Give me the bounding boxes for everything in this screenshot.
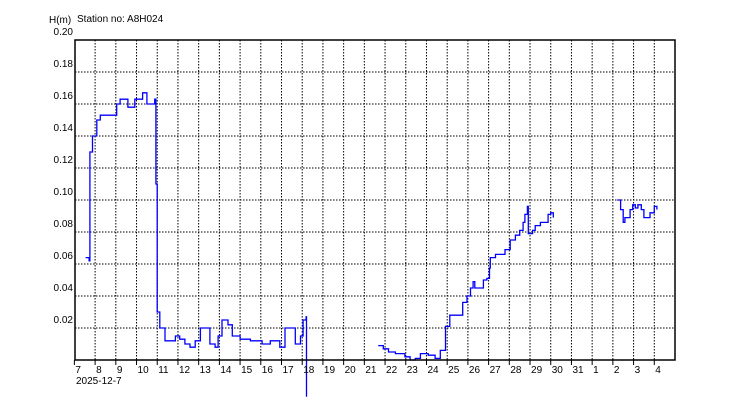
y-tick-label: 0.08 (54, 219, 74, 230)
x-tick-label: 17 (283, 365, 295, 376)
x-tick-label: 14 (220, 365, 232, 376)
x-tick-label: 7 (75, 365, 81, 376)
y-tick-label: 0.12 (54, 155, 74, 166)
x-tick-label: 31 (572, 365, 584, 376)
y-tick-label: 0.06 (54, 251, 74, 262)
grid (75, 40, 675, 360)
y-tick-label: 0.02 (54, 315, 74, 326)
x-tick-label: 28 (510, 365, 522, 376)
data-lines (85, 92, 658, 397)
x-tick-label: 25 (448, 365, 460, 376)
date-label: 2025-12-7 (76, 376, 122, 387)
x-tick-label: 13 (200, 365, 212, 376)
x-tick-label: 15 (241, 365, 253, 376)
x-tick-label: 19 (324, 365, 336, 376)
y-tick-label: 0.04 (54, 283, 74, 294)
y-tick-label: 0.16 (54, 91, 74, 102)
x-tick-label: 8 (96, 365, 102, 376)
x-tick-label: 1 (593, 365, 599, 376)
chart-title: Station no: A8H024 (77, 14, 164, 25)
x-tick-label: 11 (158, 365, 169, 376)
y-tick-label: 0.10 (54, 187, 74, 198)
x-tick-label: 16 (262, 365, 274, 376)
x-tick-label: 21 (365, 365, 377, 376)
series-line (378, 205, 554, 361)
x-tick-label: 29 (531, 365, 543, 376)
x-tick-label: 10 (138, 365, 150, 376)
x-tick-label: 2 (614, 365, 620, 376)
y-tick-label: 0.20 (54, 27, 74, 38)
y-ticks: 0.20 0.18 0.16 0.14 0.12 0.10 0.08 0.06 0.04 0.02 (54, 27, 74, 326)
x-tick-label: 20 (345, 365, 357, 376)
x-ticks: 7 8 9 10 11 12 13 14 15 16 17 18 19 20 21 22 23 24 25 26 27 2… (73, 360, 661, 376)
y-axis-label: H(m) (49, 15, 71, 26)
x-tick-label: 9 (117, 365, 123, 376)
series-line (617, 199, 658, 224)
x-tick-label: 22 (386, 365, 398, 376)
x-tick-label: 18 (303, 365, 315, 376)
x-tick-label: 27 (490, 365, 502, 376)
x-tick-label: 26 (469, 365, 481, 376)
x-tick-label: 30 (552, 365, 564, 376)
x-tick-label: 3 (635, 365, 641, 376)
series-line (85, 92, 308, 397)
plot-frame (74, 39, 676, 361)
y-tick-label: 0.14 (54, 123, 74, 134)
y-tick-label: 0.18 (54, 59, 74, 70)
x-tick-label: 24 (427, 365, 439, 376)
x-tick-label: 12 (179, 365, 191, 376)
x-tick-label: 23 (407, 365, 419, 376)
x-tick-label: 4 (655, 365, 661, 376)
